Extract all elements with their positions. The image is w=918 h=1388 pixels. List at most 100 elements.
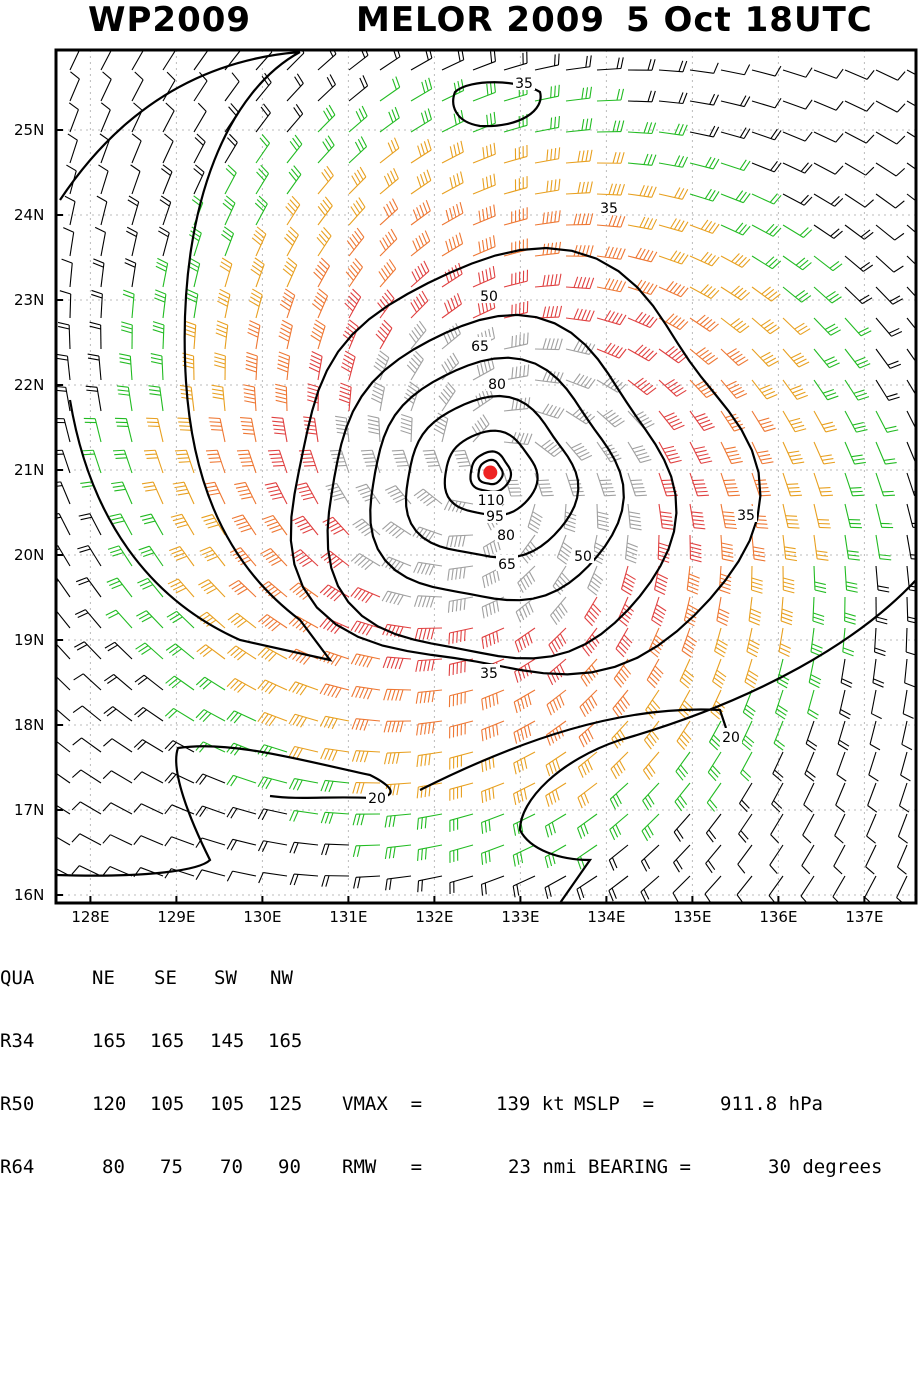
barb-feather [237, 450, 248, 451]
barb-feather [175, 450, 186, 451]
barb-feather [271, 458, 282, 459]
barb-feather [696, 491, 707, 492]
barb-feather [241, 462, 252, 463]
barb-feather [168, 41, 176, 49]
rmw-value: 23 nmi [508, 1157, 577, 1178]
barb-feather [571, 488, 582, 489]
barb-feather [365, 462, 376, 463]
barb-feather [727, 491, 738, 492]
barb-feather [178, 422, 189, 423]
lat-label: 17N [14, 801, 44, 819]
value-se: 75 [160, 1157, 183, 1178]
mslp-value: 911.8 hPa [720, 1094, 823, 1115]
barb-feather [559, 85, 560, 96]
barb-feather [144, 450, 155, 451]
value-sw: 145 [210, 1031, 244, 1052]
contour-label: 35 [480, 666, 498, 682]
barb-feather [789, 491, 800, 492]
lat-label: 18N [14, 716, 44, 734]
barb-feather [43, 673, 53, 679]
barb-feather [147, 458, 158, 459]
lat-label: 22N [14, 376, 44, 394]
barb-feather [788, 488, 799, 489]
header-qua: QUA [0, 968, 34, 989]
wind-radii-table: QUA NE SE SW NW R34 165 165 145 165 R50 … [0, 926, 46, 1199]
barb-feather [362, 454, 373, 455]
lon-label: 137E [845, 908, 883, 926]
vmax-label: VMAX = [342, 1094, 422, 1115]
barb-feather [179, 462, 190, 463]
lat-label: 20N [14, 546, 44, 564]
barb-feather [207, 454, 218, 455]
row-label: R64 [0, 1157, 34, 1178]
barb-feather [573, 495, 584, 496]
barb-feather [179, 426, 190, 427]
barb-feather [176, 454, 187, 455]
lat-label: 24N [14, 206, 44, 224]
barb-feather [273, 465, 284, 466]
barb-feather [116, 458, 127, 459]
barb-feather [693, 480, 704, 481]
contour-label: 95 [486, 509, 504, 525]
barb-feather [268, 450, 279, 451]
barb-feather [269, 454, 280, 455]
barb-feather [418, 881, 419, 892]
barb-feather [394, 458, 405, 459]
contour-label: 110 [478, 493, 505, 509]
barb-feather [788, 527, 799, 528]
barb-feather [601, 484, 612, 485]
bearing-value: 30 degrees [768, 1157, 882, 1178]
contour-label: 35 [600, 201, 618, 217]
barb-feather [527, 333, 528, 344]
barb-feather [423, 450, 434, 451]
barb-feather [634, 491, 645, 492]
value-se: 165 [150, 1031, 184, 1052]
table-row-r64: R64 80 75 70 90 RMW = 23 nmi BEARING = 3… [0, 1157, 46, 1178]
barb-feather [512, 336, 513, 347]
barb-feather [331, 454, 342, 455]
header-ne: NE [92, 968, 115, 989]
barb-feather [453, 632, 454, 643]
barb-feather [850, 488, 861, 489]
lon-label: 130E [243, 908, 281, 926]
barb-feather [884, 495, 895, 496]
barb-feather [427, 462, 438, 463]
barb-feather [449, 633, 450, 644]
barb-feather [52, 454, 63, 455]
barb-feather [694, 484, 705, 485]
barb-feather [206, 450, 217, 451]
barb-feather [242, 465, 253, 466]
barb-feather [636, 495, 647, 496]
barb-feather [695, 488, 706, 489]
barb-feather [240, 458, 251, 459]
barb-feather [238, 454, 249, 455]
table-row-r50: R50 120 105 105 125 VMAX = 139 kt MSLP =… [0, 1094, 46, 1115]
table-row-r34: R34 165 165 145 165 [0, 1031, 46, 1052]
barb-feather [603, 491, 614, 492]
barb-feather [177, 418, 188, 419]
barb-feather [334, 462, 345, 463]
barb-feather [41, 865, 49, 873]
barb-feather [465, 630, 466, 641]
barb-feather [698, 495, 709, 496]
lon-label: 128E [71, 908, 109, 926]
barb-feather [210, 422, 221, 423]
barb-feather [555, 54, 556, 65]
barb-feather [787, 524, 798, 525]
barb-feather [428, 465, 439, 466]
lat-label: 21N [14, 461, 44, 479]
barb-feather [570, 484, 581, 485]
barb-feather [853, 495, 864, 496]
header-se: SE [154, 968, 177, 989]
contour-label: 20 [722, 730, 740, 746]
value-sw: 70 [220, 1157, 243, 1178]
barb-feather [787, 484, 798, 485]
barb-feather [822, 495, 833, 496]
barb-feather [211, 430, 222, 431]
barb-feather [45, 609, 55, 614]
lat-label: 23N [14, 291, 44, 309]
lon-label: 135E [673, 908, 711, 926]
barb-feather [209, 418, 220, 419]
barb-feather [604, 495, 615, 496]
value-ne: 165 [92, 1031, 126, 1052]
